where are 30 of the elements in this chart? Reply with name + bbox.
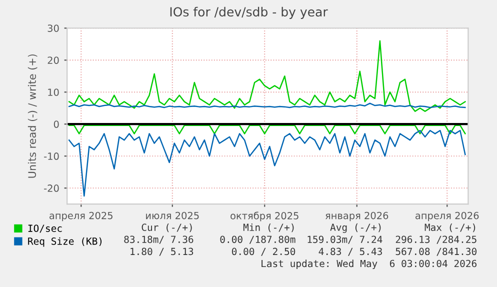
text: 159.03m/ 7.24 <box>308 236 382 244</box>
text: Max (-/+) <box>424 223 476 232</box>
y-tick-label: 20 <box>48 56 59 64</box>
text: 0.00 / 2.50 <box>232 248 296 256</box>
x-tick-label: октября 2025 <box>230 212 298 222</box>
text: 567.08 /841.30 <box>396 248 476 256</box>
line-series <box>68 40 466 112</box>
text: 4.83 / 5.43 <box>318 248 382 256</box>
y-tick-label: 30 <box>48 24 59 32</box>
chart-title: IOs for /dev/sdb - by year <box>170 6 328 19</box>
y-tick-label: -20 <box>44 184 59 192</box>
x-tick-label: января 2026 <box>326 212 388 222</box>
x-tick-label: апреля 2026 <box>416 212 479 222</box>
y-tick-label: -10 <box>44 152 59 160</box>
y-tick-label: 0 <box>54 120 59 128</box>
x-tick-label: июля 2025 <box>146 212 199 220</box>
legend-label: IO/sec <box>28 224 62 233</box>
y-axis-title: Units read (-) / write (+) <box>28 54 38 178</box>
line-series <box>68 130 466 197</box>
text: 83.18m/ 7.36 <box>124 236 194 244</box>
text: 296.13 /284.25 <box>396 236 476 244</box>
x-tick-label: апреля 2025 <box>50 212 112 222</box>
text: Min (-/+) <box>243 223 294 232</box>
text: Last update: Wed May 6 03:00:04 2026 <box>262 260 476 270</box>
text: Avg (-/+) <box>330 223 381 233</box>
y-tick-label: 10 <box>48 88 59 96</box>
text: Cur (-/+) <box>142 223 192 232</box>
text: 1.80 / 5.13 <box>130 248 194 256</box>
legend-label: Req Size (KB) <box>28 237 102 247</box>
text: 0.00 /187.80m <box>220 236 296 244</box>
